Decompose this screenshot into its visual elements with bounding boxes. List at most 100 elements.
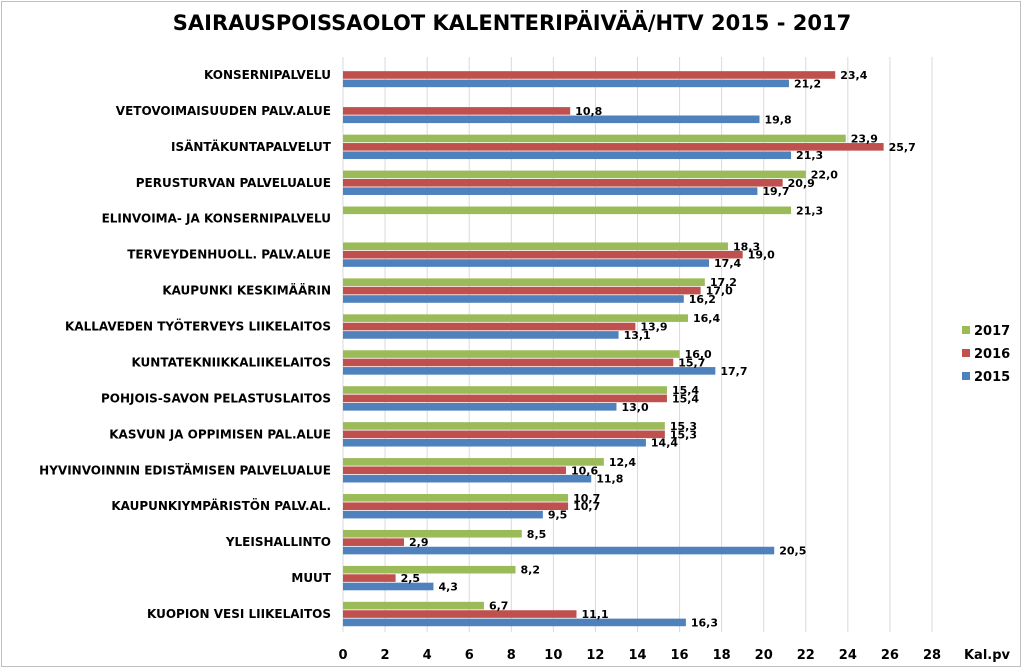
data-label-2017: 12,4 <box>609 456 636 469</box>
data-label-2017: 15,3 <box>670 420 697 433</box>
legend-swatch-2015 <box>962 372 970 380</box>
bar-2016 <box>343 430 665 439</box>
data-label-2016: 2,5 <box>401 572 421 585</box>
bar-2016 <box>343 250 743 259</box>
x-tick-label: 24 <box>839 648 857 663</box>
data-label-2017: 16,4 <box>693 312 720 325</box>
data-label-2017: 8,2 <box>520 564 540 577</box>
data-label-2015: 9,5 <box>548 509 568 522</box>
x-tick-label: 10 <box>544 648 562 663</box>
category-label: KUNTATEKNIIKKALIIKELAITOS <box>131 355 331 369</box>
category-label: ISÄNTÄKUNTAPALVELUT <box>171 139 332 154</box>
category-label: TERVEYDENHUOLL. PALV.ALUE <box>127 248 331 262</box>
category-label: KUOPION VESI LIIKELAITOS <box>147 607 331 621</box>
data-label-2015: 17,4 <box>714 257 741 270</box>
bar-2016 <box>343 71 836 79</box>
bar-2016 <box>343 538 405 546</box>
bar-2017 <box>343 242 728 251</box>
x-tick-label: 14 <box>628 648 646 663</box>
data-label-2015: 21,3 <box>796 149 823 162</box>
category-label: KAUPUNKIYMPÄRISTÖN PALV.AL. <box>111 498 331 513</box>
bar-2015 <box>343 403 617 411</box>
data-label-2016: 15,7 <box>678 356 705 369</box>
legend-label-2016: 2016 <box>974 347 1010 362</box>
x-tick-label: 6 <box>465 648 474 663</box>
bar-2015 <box>343 546 775 555</box>
bar-2015 <box>343 115 760 124</box>
bar-2017 <box>343 458 604 466</box>
x-tick-label: 18 <box>713 648 731 663</box>
category-label: KASVUN JA OPPIMISEN PAL.ALUE <box>109 427 331 441</box>
category-label: KONSERNIPALVELU <box>204 68 331 82</box>
legend-label-2017: 2017 <box>974 324 1010 339</box>
data-label-2016: 10,8 <box>575 105 602 118</box>
data-label-2016: 17,0 <box>706 285 733 298</box>
data-label-2016: 15,3 <box>670 428 697 441</box>
bar-2016 <box>343 143 884 151</box>
data-label-2015: 13,0 <box>621 401 648 414</box>
x-tick-label: 2 <box>381 648 390 663</box>
bar-2015 <box>343 187 758 195</box>
bar-2017 <box>343 350 680 358</box>
bar-2017 <box>343 601 484 610</box>
data-label-2015: 16,3 <box>691 616 718 629</box>
data-label-2017: 15,4 <box>672 384 699 397</box>
category-label: KALLAVEDEN TYÖTERVEYS LIIKELAITOS <box>65 319 331 334</box>
x-tick-label: 12 <box>586 648 604 663</box>
data-label-2016: 23,4 <box>840 69 867 82</box>
x-tick-label: 4 <box>423 648 432 663</box>
bar-2017 <box>343 422 665 430</box>
data-label-2015: 13,1 <box>624 329 651 342</box>
bar-2017 <box>343 565 516 574</box>
category-labels: KONSERNIPALVELU VETOVOIMAISUUDEN PALV.ALU… <box>39 68 332 621</box>
category-label: YLEISHALLINTO <box>225 535 331 549</box>
bar-2015 <box>343 438 646 447</box>
legend-swatch-2016 <box>962 349 970 357</box>
bar-2016 <box>343 394 667 403</box>
bar-2017 <box>343 494 569 502</box>
data-label-2017: 23,9 <box>851 132 878 145</box>
data-label-2017: 21,3 <box>796 204 823 217</box>
data-label-2015: 16,2 <box>689 293 716 306</box>
category-label: PERUSTURVAN PALVELUALUE <box>136 176 331 190</box>
legend-swatch-2017 <box>962 326 970 334</box>
data-label-2017: 18,3 <box>733 240 760 253</box>
bar-2015 <box>343 618 686 627</box>
bar-2017 <box>343 170 806 179</box>
x-tick-label: 16 <box>671 648 689 663</box>
data-label-2017: 22,0 <box>811 168 838 181</box>
data-label-2015: 11,8 <box>596 473 623 486</box>
x-tick-label: 28 <box>923 648 941 663</box>
x-tick-label: 26 <box>881 648 899 663</box>
bar-2015 <box>343 295 684 303</box>
category-label: MUUT <box>291 571 331 585</box>
bar-2017 <box>343 314 688 322</box>
bar-2017 <box>343 529 522 538</box>
data-label-2016: 10,7 <box>573 500 600 513</box>
bar-2016 <box>343 107 571 115</box>
bar-2015 <box>343 582 434 591</box>
bar-2017 <box>343 134 846 143</box>
bar-2016 <box>343 466 566 475</box>
bar-2016 <box>343 610 577 618</box>
x-axis-label: Kal.pv <box>964 648 1011 663</box>
bar-2016 <box>343 322 636 331</box>
data-label-2017: 16,0 <box>685 348 712 361</box>
data-label-2015: 20,5 <box>779 545 806 558</box>
data-label-2016: 20,9 <box>788 177 815 190</box>
category-label: ELINVOIMA- JA KONSERNIPALVELU <box>102 212 331 226</box>
x-tick-label: 8 <box>507 648 516 663</box>
data-label-2017: 8,5 <box>527 528 547 541</box>
data-label-2017: 10,7 <box>573 492 600 505</box>
x-axis-ticks: 0 2 4 6 8 10 12 14 16 18 20 22 24 26 28 <box>338 648 941 663</box>
chart-title: SAIRAUSPOISSAOLOT KALENTERIPÄIVÄÄ/HTV 20… <box>173 10 851 35</box>
bar-2017 <box>343 278 705 286</box>
bar-2015 <box>343 510 543 519</box>
category-label: KAUPUNKI KESKIMÄÄRIN <box>162 283 331 298</box>
bar-2015 <box>343 259 710 267</box>
category-label: HYVINVOINNIN EDISTÄMISEN PALVELUALUE <box>39 462 331 477</box>
bars <box>343 71 884 627</box>
bar-2017 <box>343 206 792 215</box>
data-label-2017: 17,2 <box>710 276 737 289</box>
